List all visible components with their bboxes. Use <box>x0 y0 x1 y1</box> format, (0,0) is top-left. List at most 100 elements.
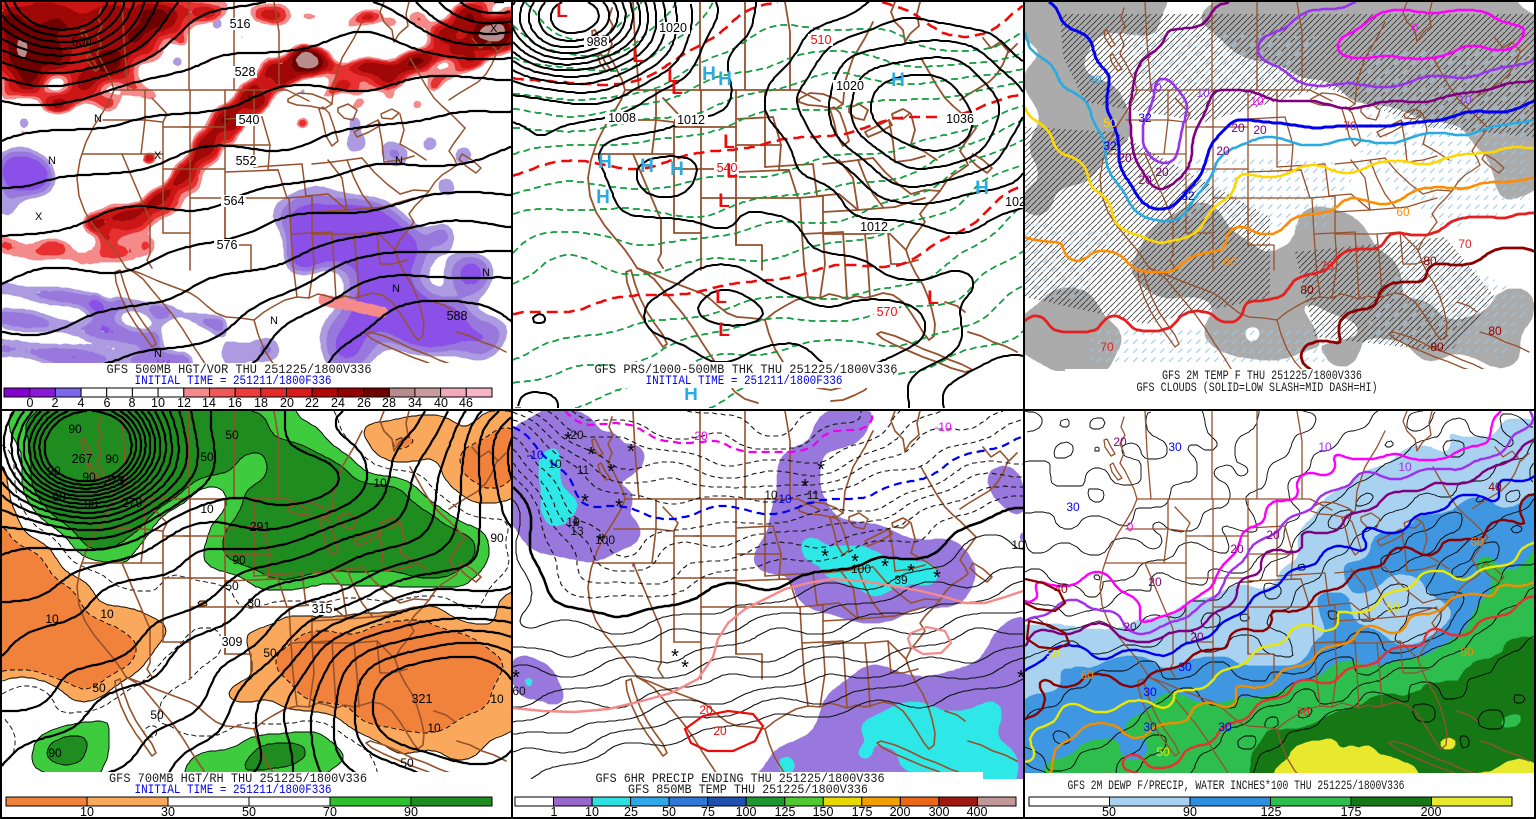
svg-text:10: 10 <box>1250 94 1264 108</box>
svg-text:70: 70 <box>1320 259 1334 273</box>
svg-text:540: 540 <box>239 113 260 127</box>
svg-text:200: 200 <box>1421 805 1442 817</box>
svg-text:14: 14 <box>202 396 216 409</box>
svg-text:GFS CLOUDS (SOLID=LOW SLASH=MI: GFS CLOUDS (SOLID=LOW SLASH=MID DASH=HI) <box>1137 381 1378 395</box>
svg-text:50: 50 <box>1386 600 1400 614</box>
svg-text:10: 10 <box>45 612 59 626</box>
svg-text:20: 20 <box>1253 123 1267 137</box>
svg-text:*: * <box>821 546 829 568</box>
svg-text:70: 70 <box>1343 119 1357 133</box>
svg-text:20: 20 <box>1118 151 1132 165</box>
svg-text:*: * <box>581 491 589 513</box>
svg-text:24: 24 <box>331 396 345 409</box>
svg-text:70: 70 <box>1296 705 1310 719</box>
svg-text:1020: 1020 <box>836 79 864 93</box>
svg-text:30: 30 <box>1066 500 1080 514</box>
svg-text:528: 528 <box>235 65 256 79</box>
svg-text:-20: -20 <box>690 429 708 443</box>
svg-text:100: 100 <box>736 805 757 817</box>
svg-text:32: 32 <box>1181 189 1195 203</box>
svg-text:300: 300 <box>929 805 950 817</box>
svg-text:L: L <box>632 46 644 67</box>
svg-text:10: 10 <box>373 476 387 490</box>
svg-text:8: 8 <box>129 396 136 409</box>
svg-text:40: 40 <box>1088 73 1102 87</box>
svg-text:400: 400 <box>967 805 988 817</box>
svg-text:30: 30 <box>1178 660 1192 674</box>
svg-text:L: L <box>715 287 727 308</box>
svg-text:20: 20 <box>1148 575 1162 589</box>
svg-text:30: 30 <box>247 596 261 610</box>
svg-text:46: 46 <box>459 396 473 409</box>
svg-text:0: 0 <box>1412 21 1419 35</box>
svg-text:75: 75 <box>701 805 715 817</box>
svg-text:564: 564 <box>224 194 245 208</box>
svg-text:291: 291 <box>250 520 271 534</box>
svg-text:H: H <box>684 384 698 405</box>
svg-text:*: * <box>564 429 572 451</box>
svg-text:N: N <box>48 155 56 167</box>
svg-text:*: * <box>881 556 889 578</box>
svg-text:10: 10 <box>151 396 165 409</box>
svg-text:16: 16 <box>228 396 242 409</box>
svg-text:30: 30 <box>1168 440 1182 454</box>
svg-text:*: * <box>627 441 635 463</box>
svg-text:10: 10 <box>100 607 114 621</box>
svg-text:40: 40 <box>434 396 448 409</box>
svg-text:*: * <box>596 531 604 553</box>
svg-text:N: N <box>94 113 102 125</box>
svg-text:576: 576 <box>217 238 238 252</box>
svg-text:10: 10 <box>1318 440 1332 454</box>
svg-text:*: * <box>681 657 689 679</box>
svg-text:34: 34 <box>408 396 422 409</box>
svg-text:279: 279 <box>122 496 143 510</box>
svg-text:-10: -10 <box>934 420 952 434</box>
svg-text:90: 90 <box>490 531 504 545</box>
svg-text:*: * <box>671 646 679 668</box>
svg-text:70: 70 <box>1458 237 1472 251</box>
svg-text:60: 60 <box>1223 255 1237 269</box>
svg-text:90: 90 <box>52 490 66 504</box>
svg-text:20: 20 <box>713 724 727 738</box>
svg-text:6: 6 <box>104 396 111 409</box>
svg-text:*: * <box>817 459 825 481</box>
svg-text:200: 200 <box>890 805 911 817</box>
svg-text:11: 11 <box>577 463 590 477</box>
svg-text:*: * <box>801 476 809 498</box>
svg-text:570: 570 <box>877 305 898 319</box>
svg-text:321: 321 <box>412 692 433 706</box>
svg-text:H: H <box>718 69 732 90</box>
svg-text:*: * <box>607 461 615 483</box>
svg-text:20: 20 <box>1138 173 1152 187</box>
svg-text:1024: 1024 <box>1005 195 1023 209</box>
svg-text:10: 10 <box>1011 538 1023 552</box>
svg-text:20: 20 <box>1266 528 1280 542</box>
svg-text:100: 100 <box>851 562 871 576</box>
svg-text:90: 90 <box>232 553 246 567</box>
svg-text:26: 26 <box>357 396 371 409</box>
svg-text:20: 20 <box>1231 121 1245 135</box>
svg-text:10: 10 <box>1148 81 1162 95</box>
svg-text:25: 25 <box>624 805 638 817</box>
svg-text:100: 100 <box>595 533 615 547</box>
svg-text:*: * <box>587 444 595 466</box>
svg-text:50: 50 <box>150 708 164 722</box>
svg-text:20: 20 <box>1216 144 1230 158</box>
svg-text:70: 70 <box>1100 340 1114 354</box>
svg-text:H: H <box>670 159 684 180</box>
svg-text:GFS 6HR PRECIP ENDING THU 2512: GFS 6HR PRECIP ENDING THU 251225/1800V33… <box>596 772 885 786</box>
svg-text:50: 50 <box>200 450 214 464</box>
svg-text:GFS 500MB HGT/VOR THU 251225/1: GFS 500MB HGT/VOR THU 251225/1800V336 <box>107 363 372 377</box>
svg-text:12: 12 <box>177 396 191 409</box>
svg-text:50: 50 <box>1046 647 1060 661</box>
svg-text:N: N <box>395 155 403 167</box>
svg-text:GFS PRS/1000-500MB THK THU 251: GFS PRS/1000-500MB THK THU 251225/1800V3… <box>595 363 898 377</box>
svg-text:20: 20 <box>699 703 713 717</box>
svg-text:18: 18 <box>254 396 268 409</box>
svg-text:80: 80 <box>1300 283 1314 297</box>
svg-text:90: 90 <box>84 497 98 511</box>
svg-text:2: 2 <box>52 396 59 409</box>
svg-text:*: * <box>907 561 915 583</box>
svg-text:N: N <box>482 267 490 279</box>
svg-text:60: 60 <box>1470 535 1484 549</box>
